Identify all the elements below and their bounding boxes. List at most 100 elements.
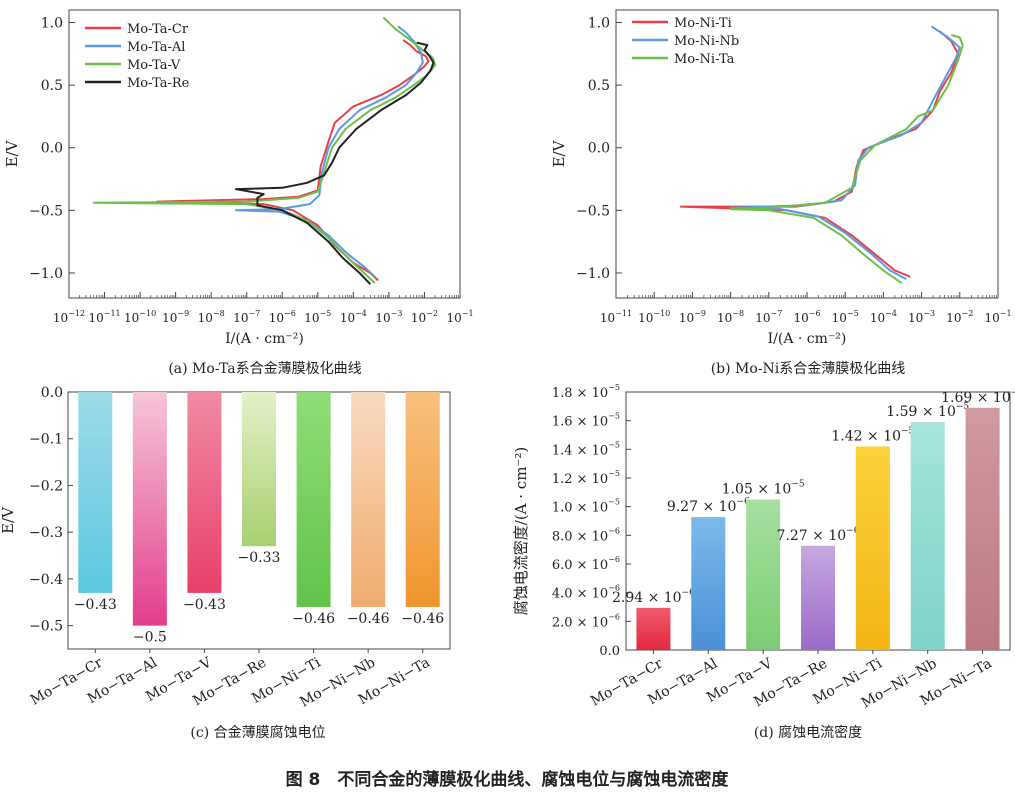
bar-value-label: 1.05 × 10−5 (722, 480, 805, 498)
y-tick-label: 0.0 (599, 644, 620, 659)
y-tick-exponent: −5 (608, 412, 620, 421)
x-tick-exponent: −8 (732, 309, 744, 318)
legend-label: Mo-Ta-V (127, 58, 181, 73)
caption-c: (c) 合金薄膜腐蚀电位 (190, 724, 325, 741)
y-tick-label: 1.8 × 10−5 (552, 383, 620, 401)
x-tick-exponent: −10 (139, 309, 156, 318)
y-tick-label: 6.0 × 10−6 (552, 555, 620, 573)
y-tick-label: −0.1 (29, 432, 63, 448)
y-tick-exponent: −5 (608, 498, 620, 507)
legend-label: Mo-Ni-Ta (674, 52, 735, 67)
y-tick-label: 2.0 × 10−6 (552, 612, 620, 630)
y-tick-label: 0.0 (41, 141, 63, 157)
y-tick-label: −0.5 (29, 203, 63, 219)
plot-frame (68, 9, 461, 299)
bar-value-exponent: −6 (682, 588, 696, 598)
x-tick-exponent: −2 (426, 309, 438, 318)
y-tick-label: 0.0 (41, 385, 63, 401)
bar-value-label: −0.46 (401, 611, 444, 627)
bar-mo-ta-cr (636, 607, 671, 650)
series-line-mo-ni-nb (729, 25, 961, 281)
y-tick-label: −0.2 (29, 478, 63, 494)
x-tick-exponent: −9 (177, 309, 189, 318)
bar-mo-ta-re (242, 392, 276, 547)
bar-value-label: −0.43 (183, 597, 226, 613)
bar-value-exponent: −5 (791, 480, 805, 490)
x-tick-exponent: −1 (462, 309, 474, 318)
y-axis-ticks: 0.0 −0.1 −0.2 −0.3 −0.4 −0.5 (29, 385, 73, 635)
bar-mo-ni-ti (296, 392, 331, 607)
x-tick-exponent: −2 (962, 309, 974, 318)
x-tick-label: 10−6 (269, 309, 296, 325)
bar-mo-ta-al (691, 517, 726, 650)
x-axis-ticks: 10−11 10−10 10−9 10−8 10−7 10−6 10−5 10−4 10−3 10… (600, 292, 1012, 325)
y-tick-exponent: −5 (608, 383, 620, 392)
bar-value-exponent: −5 (901, 426, 915, 436)
bar-value-label: 7.27 × 10−6 (777, 526, 860, 544)
bar-mo-ni-ta (965, 407, 1000, 650)
bar-value-label: 1.59 × 10−5 (886, 402, 969, 420)
x-tick-label: 10−1 (446, 309, 473, 325)
x-tick-label: 10−4 (340, 309, 367, 325)
legend-label: Mo-Ta-Cr (127, 22, 189, 37)
bar-mo-ni-ta (405, 392, 440, 607)
bar-mo-ta-cr (78, 392, 113, 593)
x-tick-exponent: −8 (213, 309, 225, 318)
bar-mo-ta-v (187, 392, 222, 593)
x-tick-label: 10−2 (411, 309, 438, 325)
legend-label: Mo-Ta-Re (127, 76, 190, 91)
x-tick-label: 10−11 (600, 309, 632, 325)
y-tick-exponent: −5 (608, 440, 620, 449)
y-axis-label: E/V (3, 139, 21, 167)
x-tick-exponent: −11 (615, 309, 632, 318)
bar-value-exponent: −5 (1011, 388, 1015, 398)
y-tick-label: 1.4 × 10−5 (552, 440, 620, 458)
x-tick-exponent: −11 (104, 309, 121, 318)
x-tick-label: 10−6 (793, 309, 820, 325)
bar-value-exponent: −5 (956, 402, 970, 412)
x-tick-exponent: −3 (923, 309, 935, 318)
x-tick-label: 10−4 (870, 309, 897, 325)
bar-mo-ta-re (801, 545, 835, 650)
x-tick-exponent: −10 (653, 309, 670, 318)
x-tick-label: 10−9 (162, 309, 189, 325)
x-tick-label: 10−5 (304, 309, 331, 325)
x-tick-exponent: −4 (355, 309, 367, 318)
x-axis-label: I/(A · cm⁻²) (768, 331, 847, 347)
y-tick-label: 1.2 × 10−5 (552, 469, 620, 487)
bar-value-label: 2.94 × 10−6 (612, 588, 695, 606)
x-tick-label: 10−3 (908, 309, 935, 325)
figure-title: 图 8 不同合金的薄膜极化曲线、腐蚀电位与腐蚀电流密度 (286, 769, 730, 790)
x-tick-label: 10−1 (984, 309, 1011, 325)
x-axis-label: I/(A · cm⁻²) (225, 331, 304, 347)
x-tick-exponent: −7 (248, 309, 260, 318)
y-tick-label: −1.0 (576, 266, 610, 282)
x-tick-exponent: −5 (847, 309, 859, 318)
y-axis-ticks: 0.0 2.0 × 10−6 4.0 × 10−6 6.0 × 10−6 8.0 × 1… (552, 383, 631, 659)
y-tick-exponent: −5 (608, 469, 620, 478)
y-tick-label: 0.0 (588, 141, 610, 157)
x-tick-exponent: −6 (284, 309, 296, 318)
y-axis-label: 腐蚀电流密度/(A · cm⁻²) (512, 447, 530, 615)
caption-b: (b) Mo-Ni系合金薄膜极化曲线 (711, 361, 906, 377)
x-tick-label: 10−7 (755, 309, 782, 325)
y-axis-label: E/V (550, 139, 568, 167)
bar-value-label: 1.69 × 10−5 (941, 388, 1015, 406)
legend-label: Mo-Ni-Ti (674, 16, 732, 31)
series-line-mo-ni-ta (729, 34, 964, 284)
x-tick-exponent: −9 (694, 309, 706, 318)
x-tick-exponent: −1 (1000, 309, 1012, 318)
y-tick-label: 1.6 × 10−5 (552, 412, 620, 430)
panel-d-corrosion-current-density: 0.0 2.0 × 10−6 4.0 × 10−6 6.0 × 10−6 8.0 × 1… (512, 383, 1015, 712)
series-line-mo-ta-cr (156, 39, 430, 282)
y-tick-label: −0.5 (576, 203, 610, 219)
x-tick-exponent: −7 (771, 309, 783, 318)
legend-label: Mo-Ni-Nb (674, 34, 739, 49)
y-tick-label: 8.0 × 10−6 (552, 526, 620, 544)
y-tick-exponent: −6 (608, 584, 620, 593)
series-line-mo-ni-ti (679, 30, 960, 278)
series-line-mo-ta-re (235, 41, 435, 285)
y-tick-exponent: −6 (608, 555, 620, 564)
x-tick-label: 10−3 (375, 309, 402, 325)
